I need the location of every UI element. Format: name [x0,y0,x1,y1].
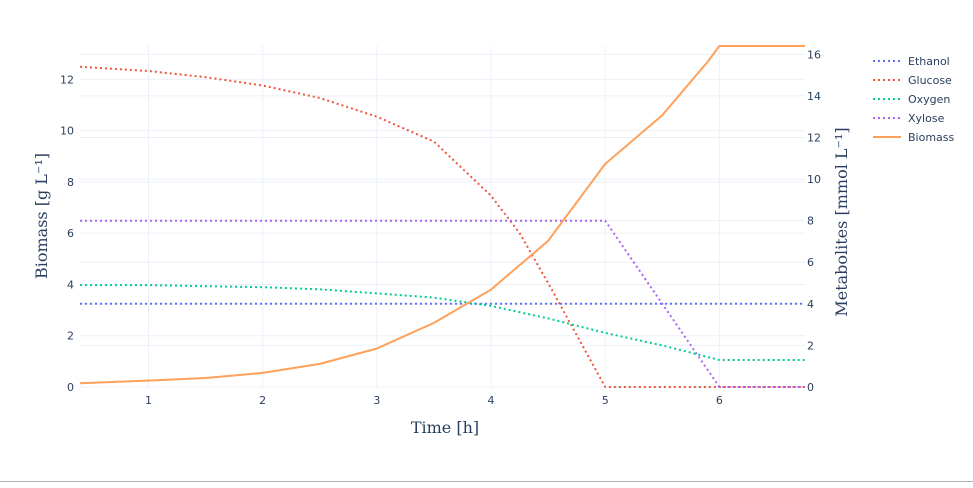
grid-layer [80,46,805,388]
y-right-tick-label: 10 [807,173,821,186]
y-right-tick-label: 6 [807,256,814,269]
y-right-tick-label: 2 [807,339,814,352]
x-tick-label: 1 [145,394,152,407]
x-tick-label: 4 [488,394,495,407]
y-left-tick-label: 6 [67,227,74,240]
series-line-oxygen [80,284,805,361]
series-line-biomass [79,45,805,385]
legend-label-glucose: Glucose [908,74,952,87]
y-left-tick-label: 0 [67,381,74,394]
y-right-tick-label: 8 [807,215,814,228]
series-line-glucose [79,65,805,388]
series-layer [79,45,805,388]
x-tick-label: 3 [373,394,380,407]
y-right-tick-label: 14 [807,90,821,103]
legend-label-xylose: Xylose [908,112,945,125]
x-axis-title: Time [h] [411,418,479,437]
y-right-tick-label: 4 [807,298,814,311]
legend-label-biomass: Biomass [908,131,955,144]
series-line-xylose [80,219,805,388]
y-right-tick-label: 12 [807,131,821,144]
y-right-tick-label: 0 [807,381,814,394]
y-left-tick-label: 8 [67,176,74,189]
x-tick-label: 5 [602,394,609,407]
y-left-tick-label: 2 [67,330,74,343]
y-left-tick-label: 4 [67,278,74,291]
legend: Ethanol Glucose Oxygen Xylose Biomass [873,55,955,144]
y-right-axis-title: Metabolites [mmol L⁻¹] [832,127,851,316]
y-left-tick-label: 10 [60,125,74,138]
legend-label-oxygen: Oxygen [908,93,950,106]
x-axis-ticks: 1 2 3 4 5 6 [145,394,723,407]
y-left-axis-title: Biomass [g L⁻¹] [32,153,51,279]
y-left-tick-label: 12 [60,73,74,86]
y-right-axis-ticks: 0 2 4 6 8 10 12 14 16 [807,48,821,394]
x-tick-label: 2 [259,394,266,407]
bottom-divider [0,481,973,482]
legend-label-ethanol: Ethanol [908,55,950,68]
x-tick-label: 6 [716,394,723,407]
y-left-axis-ticks: 0 2 4 6 8 10 12 [60,73,74,394]
y-right-tick-label: 16 [807,48,821,61]
